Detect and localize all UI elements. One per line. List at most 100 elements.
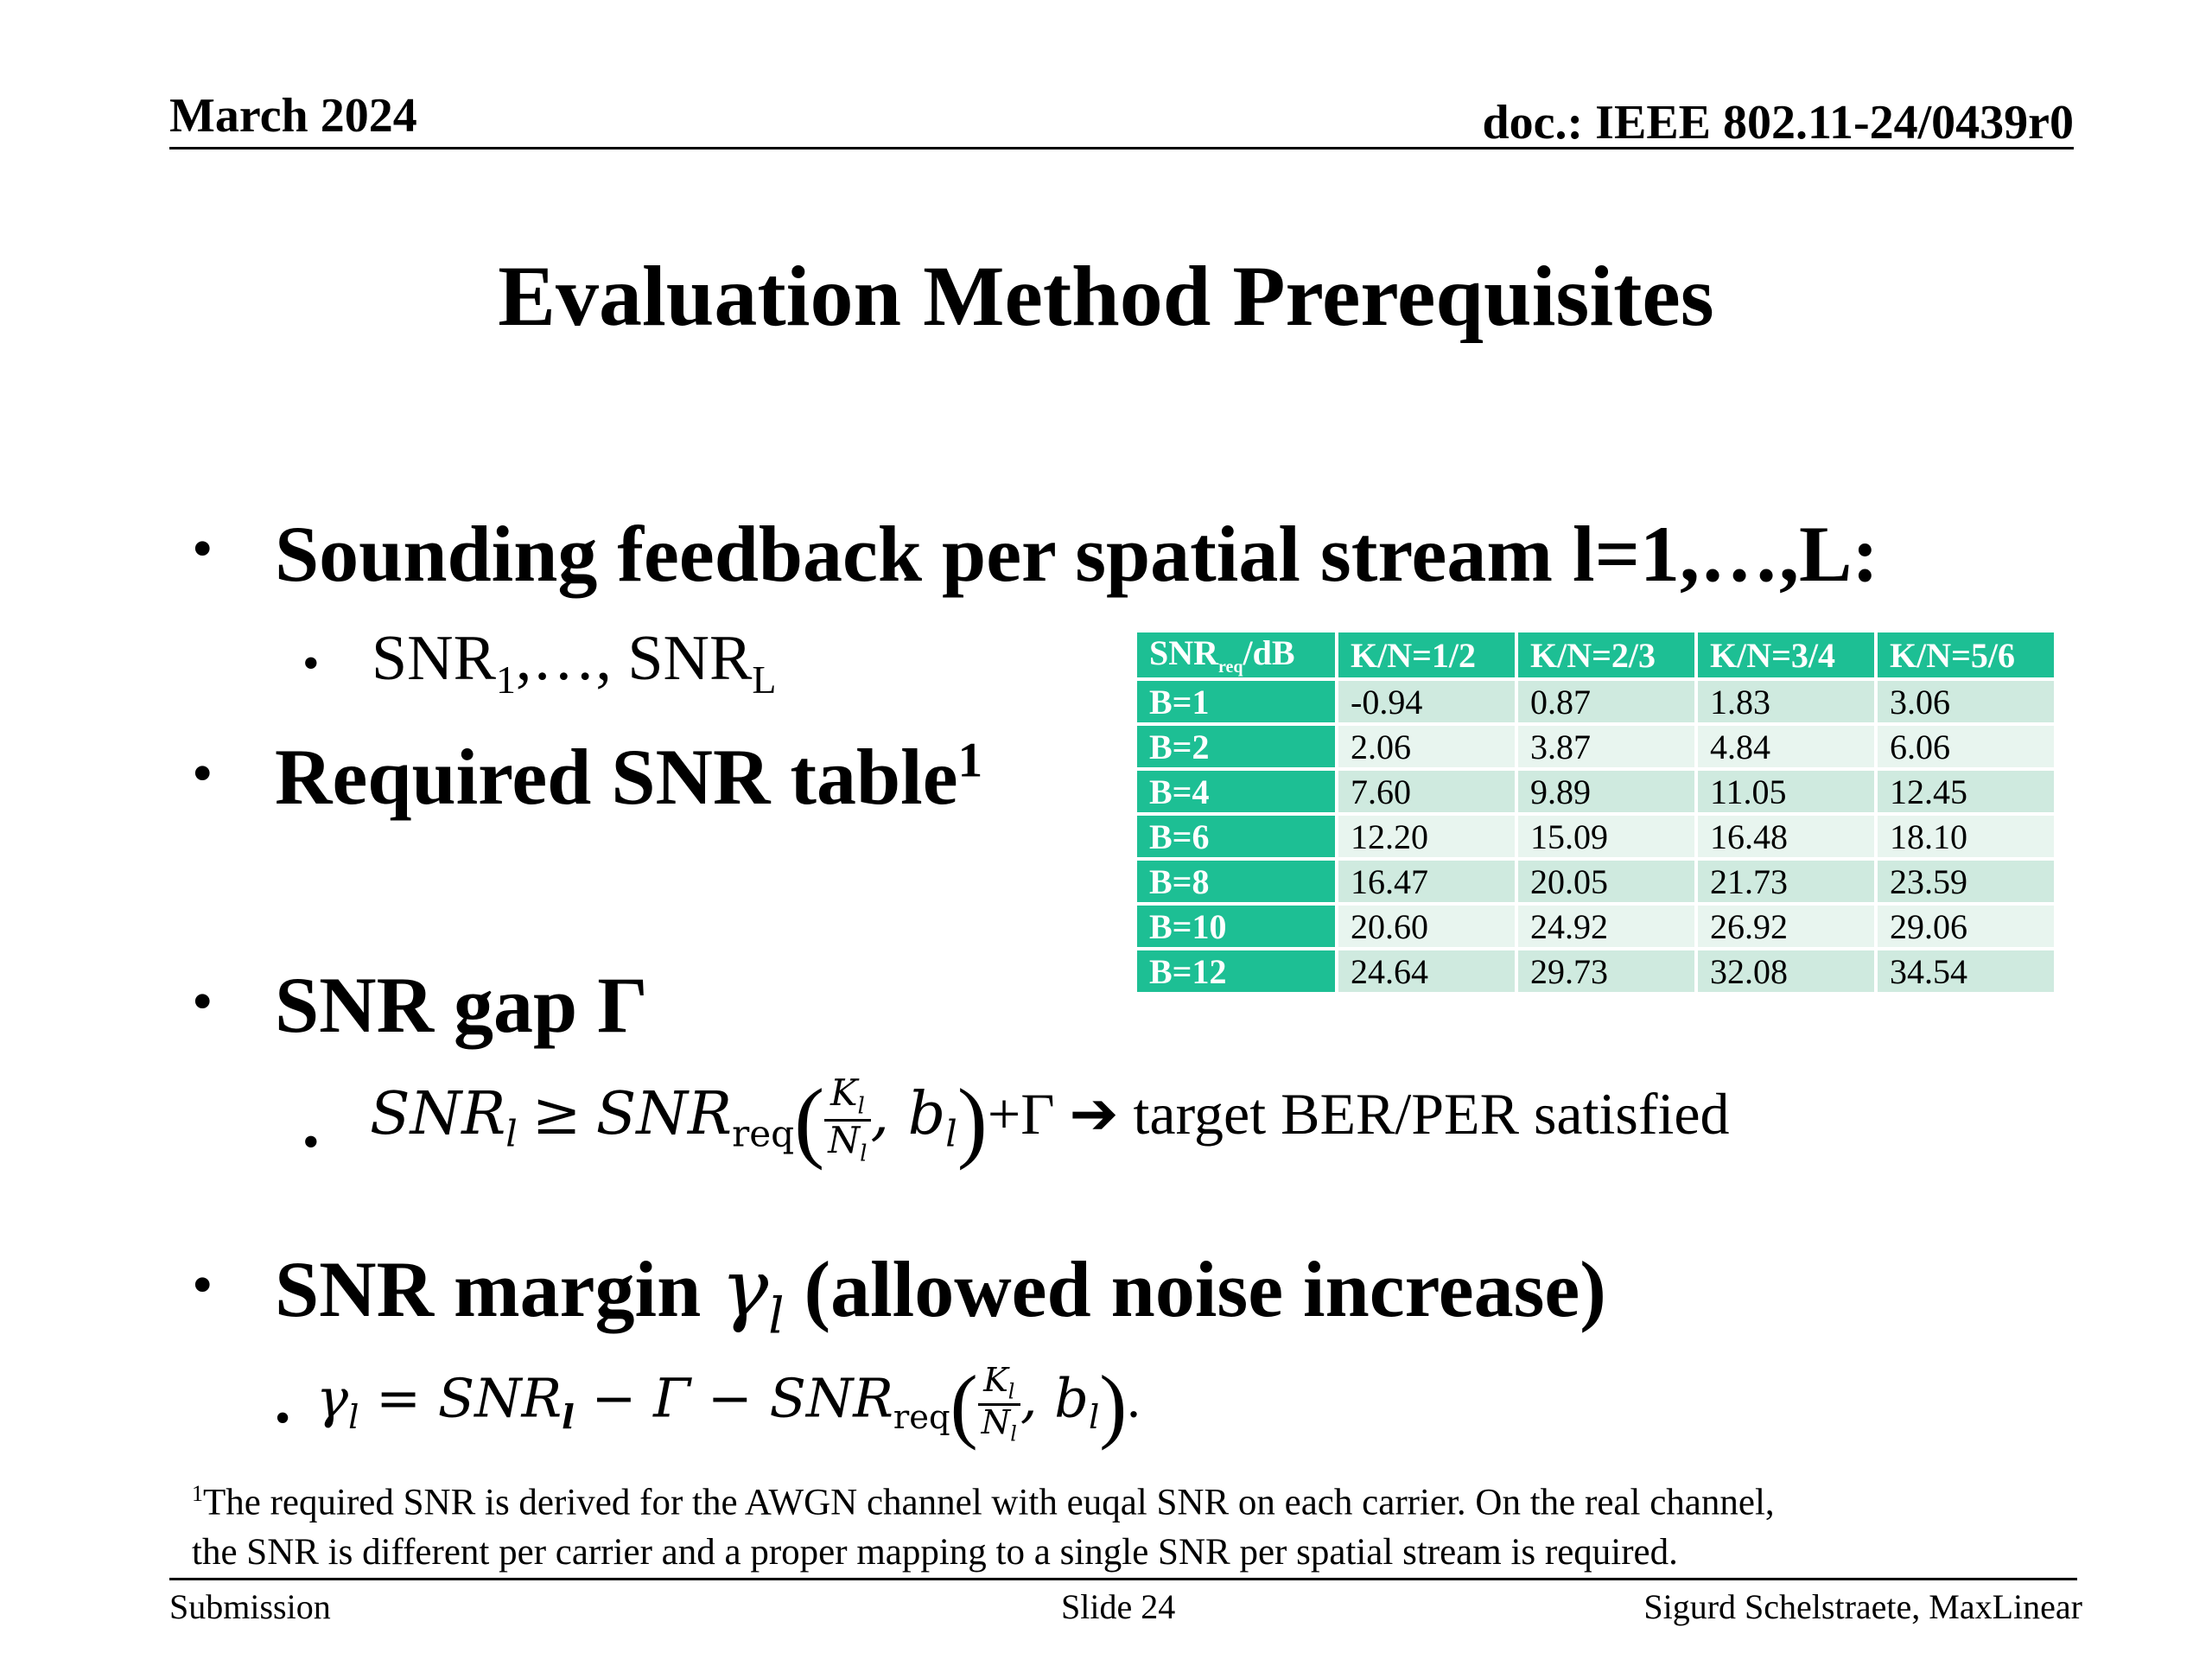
bullet-snr-gap: SNR gap Γ — [275, 961, 648, 1049]
table-row: B=12 24.64 29.73 32.08 34.54 — [1134, 947, 2057, 995]
m-b-sub: l — [1088, 1398, 1100, 1438]
snr-sub-L: L — [752, 657, 777, 702]
paren-open: ( — [950, 1358, 978, 1451]
m-gamma: γ — [316, 1366, 349, 1430]
bullet-required-snr-table: Required SNR table1 — [275, 731, 982, 823]
snr-sub-1: 1 — [495, 657, 516, 702]
m-eq-snr: = SNR — [359, 1366, 563, 1430]
table-cell: 23.59 — [1874, 857, 2057, 906]
frac-n: N — [981, 1403, 1011, 1442]
bullet-dot: • — [192, 969, 213, 1035]
footnote-line-2: the SNR is different per carrier and a p… — [192, 1532, 1678, 1573]
eq-target-text: target BER/PER satisfied — [1133, 1081, 1730, 1147]
table-cell: 34.54 — [1874, 947, 2057, 995]
frac-k: K — [830, 1071, 858, 1115]
table-cell: 24.64 — [1335, 947, 1518, 995]
paren-close: ) — [1099, 1358, 1128, 1451]
header-rule — [169, 147, 2074, 149]
bullet-dot: • — [192, 1252, 213, 1319]
footnote-text-1: The required SNR is derived for the AWGN… — [203, 1482, 1775, 1523]
fraction-k-over-n: Kl Nl — [977, 1361, 1020, 1445]
snr-mid: ,…, SNR — [515, 623, 753, 694]
row-header: B=2 — [1134, 722, 1338, 771]
snr-margin-equation: γl = SNRl − Γ − SNRreq(Kl Nl, bl). — [316, 1357, 1141, 1452]
table-cell: 12.20 — [1335, 812, 1518, 861]
m-gamma-sub: l — [348, 1398, 359, 1438]
row-header: B=10 — [1134, 902, 1338, 950]
snr-margin-rest: (allowed noise increase) — [804, 1245, 1606, 1333]
corner-snr: SNR — [1149, 633, 1219, 672]
m-snr-sub: l — [562, 1398, 575, 1438]
table-cell: 4.84 — [1694, 722, 1878, 771]
sub-bullet-dot: • — [302, 1116, 320, 1169]
footer-rule — [169, 1578, 2077, 1580]
table-cell: 20.60 — [1335, 902, 1518, 950]
corner-db: /dB — [1243, 633, 1295, 672]
bullet-snr-margin: SNR margin γl (allowed noise increase) — [275, 1243, 1606, 1344]
m-period: . — [1127, 1370, 1141, 1429]
eq-b: , b — [870, 1080, 946, 1149]
column-header: K/N=2/3 — [1515, 629, 1698, 681]
bullet-dot: • — [192, 741, 213, 807]
table-cell: 12.45 — [1874, 767, 2057, 816]
frac-k: K — [983, 1361, 1008, 1401]
required-snr-table: SNRreq/dB K/N=1/2 K/N=2/3 K/N=3/4 K/N=5/… — [1134, 629, 2057, 995]
eq-plus-gamma: +Γ — [987, 1081, 1055, 1147]
column-header: K/N=3/4 — [1694, 629, 1878, 681]
footnote: 1The required SNR is derived for the AWG… — [192, 1469, 1775, 1578]
frac-k-sub: l — [857, 1093, 865, 1120]
table-cell: 32.08 — [1694, 947, 1878, 995]
table-cell: 29.73 — [1515, 947, 1698, 995]
footnote-line-1: 1The required SNR is derived for the AWG… — [192, 1469, 1775, 1528]
table-cell: 20.05 — [1515, 857, 1698, 906]
table-cell: 15.09 — [1515, 812, 1698, 861]
sub-bullet-dot: • — [302, 637, 320, 690]
eq-geq: ≥ — [531, 1080, 582, 1149]
footer-submission: Submission — [169, 1587, 331, 1626]
footer-author: Sigurd Schelstraete, MaxLinear — [1643, 1587, 2082, 1626]
eq-snr-req: SNR — [595, 1080, 733, 1149]
table-cell: -0.94 — [1335, 677, 1518, 726]
table-header-row: SNRreq/dB K/N=1/2 K/N=2/3 K/N=3/4 K/N=5/… — [1134, 629, 2057, 681]
header-doc-id: doc.: IEEE 802.11-24/0439r0 — [1482, 96, 2074, 149]
table-cell: 9.89 — [1515, 767, 1698, 816]
table-corner-cell: SNRreq/dB — [1134, 629, 1338, 681]
bullet-dot: • — [192, 516, 213, 582]
m-minus: − Γ − SNR — [574, 1366, 893, 1430]
table-cell: 6.06 — [1874, 722, 2057, 771]
row-header: B=1 — [1134, 677, 1338, 726]
row-header: B=12 — [1134, 947, 1338, 995]
table-cell: 21.73 — [1694, 857, 1878, 906]
eq-snr-l: SNR — [370, 1080, 506, 1149]
fraction-k-over-n: Kl Nl — [824, 1071, 871, 1166]
table-cell: 2.06 — [1335, 722, 1518, 771]
eq-sub-l: l — [505, 1112, 518, 1155]
table-cell: 24.92 — [1515, 902, 1698, 950]
table-row: B=6 12.20 15.09 16.48 18.10 — [1134, 812, 2057, 861]
table-cell: 3.87 — [1515, 722, 1698, 771]
row-header: B=6 — [1134, 812, 1338, 861]
m-req-sub: req — [893, 1398, 950, 1438]
footnote-mark: 1 — [192, 1481, 203, 1506]
table-cell: 3.06 — [1874, 677, 2057, 726]
gamma-sub: l — [768, 1287, 785, 1345]
frac-n: N — [828, 1119, 861, 1161]
column-header: K/N=1/2 — [1335, 629, 1518, 681]
footnote-ref: 1 — [957, 733, 983, 788]
frac-k-sub: l — [1007, 1379, 1015, 1404]
m-b: , b — [1020, 1366, 1089, 1430]
footer-slide-number: Slide 24 — [1061, 1587, 1176, 1626]
paren-open: ( — [794, 1070, 825, 1171]
table-row: B=10 20.60 24.92 26.92 29.06 — [1134, 902, 2057, 950]
bullet-sounding-feedback: Sounding feedback per spatial stream l=1… — [275, 510, 1878, 598]
table-cell: 11.05 — [1694, 767, 1878, 816]
column-header: K/N=5/6 — [1874, 629, 2057, 681]
table-cell: 29.06 — [1874, 902, 2057, 950]
table-row: B=8 16.47 20.05 21.73 23.59 — [1134, 857, 2057, 906]
table-cell: 1.83 — [1694, 677, 1878, 726]
table-row: B=2 2.06 3.87 4.84 6.06 — [1134, 722, 2057, 771]
sub-bullet-dot: • — [275, 1394, 291, 1443]
snr-gap-inequality: SNRl ≥ SNRreq(Kl Nl, bl)+Γ ➔ target BER/P… — [370, 1068, 1730, 1173]
eq-b-sub: l — [945, 1112, 957, 1155]
row-header: B=8 — [1134, 857, 1338, 906]
